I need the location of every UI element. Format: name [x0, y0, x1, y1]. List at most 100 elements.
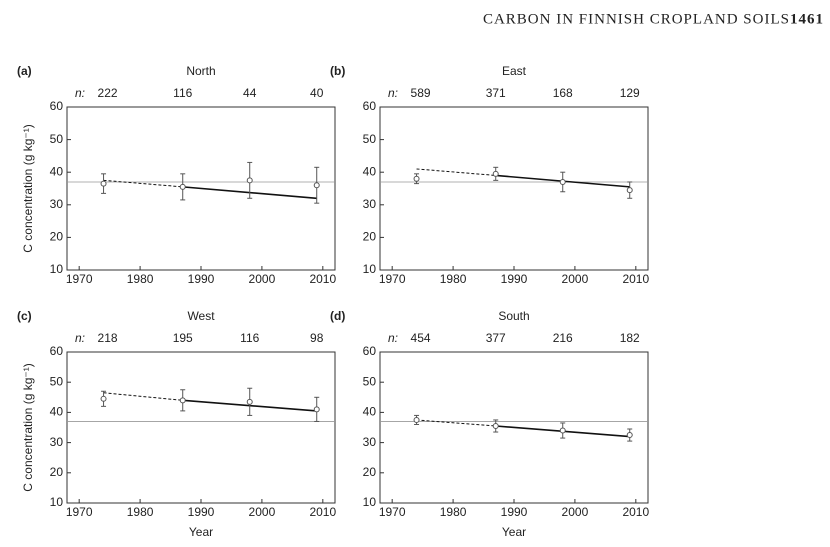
y-tick-label: 40	[363, 164, 377, 178]
x-tick-label: 1970	[379, 272, 406, 286]
n-count: 129	[620, 86, 640, 100]
y-tick-label: 40	[50, 405, 64, 419]
extrapolated-trend	[416, 168, 496, 176]
n-count: 216	[553, 331, 573, 345]
n-count: 116	[173, 86, 192, 100]
y-tick-label: 40	[50, 164, 64, 178]
point	[100, 180, 107, 187]
y-tick-label: 10	[363, 495, 377, 509]
n-count: 40	[310, 86, 324, 100]
x-tick-label: 2010	[622, 272, 649, 286]
x-tick-label: 1980	[127, 505, 154, 519]
point	[559, 427, 566, 434]
x-tick-label: 1970	[66, 505, 93, 519]
point	[413, 416, 420, 423]
point	[179, 183, 186, 190]
y-tick-label: 10	[50, 495, 64, 509]
point	[559, 178, 566, 185]
y-tick-label: 20	[363, 465, 377, 479]
y-tick-label: 50	[363, 374, 377, 388]
x-tick-label: 1970	[66, 272, 93, 286]
y-tick-label: 10	[363, 262, 377, 276]
n-count: 168	[553, 86, 573, 100]
point	[246, 398, 253, 405]
x-tick-label: 2000	[249, 272, 276, 286]
x-tick-label: 2000	[249, 505, 276, 519]
y-tick-label: 40	[363, 405, 377, 419]
y-tick-label: 30	[363, 435, 377, 449]
panel-title: West	[187, 309, 215, 323]
x-tick-label: 1970	[379, 505, 406, 519]
x-tick-label: 1990	[501, 272, 528, 286]
n-count: 371	[486, 86, 506, 100]
n-label: n:	[75, 86, 85, 100]
x-tick-label: 2010	[309, 272, 336, 286]
n-count: 377	[486, 331, 506, 345]
n-count: 589	[411, 86, 431, 100]
extrapolated-trend	[103, 392, 183, 401]
x-axis-label: Year	[189, 525, 213, 539]
y-axis-label: C concentration (g kg⁻¹)	[21, 124, 35, 252]
x-tick-label: 1980	[127, 272, 154, 286]
n-count: 98	[310, 331, 324, 345]
extrapolated-trend	[103, 179, 183, 188]
y-tick-label: 30	[363, 197, 377, 211]
point	[179, 397, 186, 404]
y-tick-label: 30	[50, 197, 64, 211]
y-tick-label: 60	[363, 99, 377, 113]
extrapolated-trend	[416, 419, 496, 427]
x-tick-label: 2010	[309, 505, 336, 519]
n-label: n:	[75, 331, 85, 345]
n-count: 182	[620, 331, 640, 345]
y-tick-label: 60	[50, 344, 64, 358]
x-tick-label: 1990	[501, 505, 528, 519]
panel-label: (d)	[330, 309, 345, 323]
n-count: 454	[411, 331, 431, 345]
x-tick-label: 2010	[622, 505, 649, 519]
y-axis-label: C concentration (g kg⁻¹)	[21, 363, 35, 491]
n-count: 116	[240, 331, 259, 345]
x-tick-label: 1990	[188, 505, 215, 519]
point	[246, 177, 253, 184]
y-tick-label: 50	[363, 132, 377, 146]
n-count: 44	[243, 86, 257, 100]
x-axis-label: Year	[502, 525, 526, 539]
point	[492, 422, 499, 429]
x-tick-label: 1990	[188, 272, 215, 286]
n-count: 195	[173, 331, 193, 345]
plot-frame	[66, 351, 336, 504]
x-tick-label: 2000	[562, 505, 589, 519]
y-tick-label: 60	[363, 344, 377, 358]
n-count: 222	[98, 86, 118, 100]
y-tick-label: 50	[50, 132, 64, 146]
point	[313, 182, 320, 189]
point	[100, 395, 107, 402]
point	[626, 187, 633, 194]
panel-label: (a)	[17, 64, 32, 78]
plot-frame	[379, 106, 649, 271]
point	[626, 432, 633, 439]
running-header: CARBON IN FINNISH CROPLAND SOILS	[483, 11, 790, 27]
panel-title: East	[502, 64, 527, 78]
y-tick-label: 30	[50, 435, 64, 449]
y-tick-label: 50	[50, 374, 64, 388]
n-label: n:	[388, 86, 398, 100]
y-tick-label: 20	[363, 230, 377, 244]
panel-title: South	[498, 309, 529, 323]
page-number: 1461	[790, 11, 824, 27]
point	[413, 175, 420, 182]
y-tick-label: 20	[50, 465, 64, 479]
panel-label: (c)	[17, 309, 32, 323]
x-tick-label: 2000	[562, 272, 589, 286]
panel-title: North	[186, 64, 215, 78]
y-tick-label: 60	[50, 99, 64, 113]
point	[492, 170, 499, 177]
x-tick-label: 1980	[440, 272, 467, 286]
x-tick-label: 1980	[440, 505, 467, 519]
point	[313, 406, 320, 413]
n-label: n:	[388, 331, 398, 345]
n-count: 218	[98, 331, 118, 345]
y-tick-label: 10	[50, 262, 64, 276]
panel-label: (b)	[330, 64, 345, 78]
